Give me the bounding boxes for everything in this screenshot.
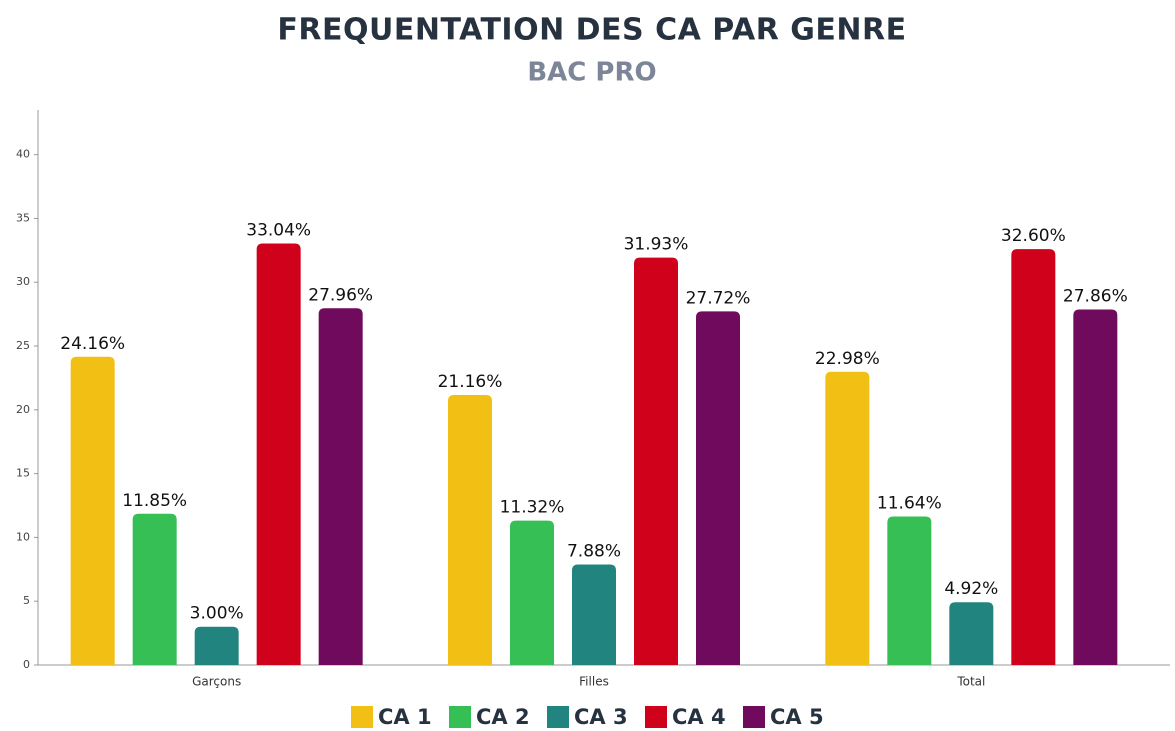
- x-tick-label: Garçons: [192, 675, 241, 689]
- value-label: 7.88%: [567, 541, 621, 561]
- chart-subtitle: BAC PRO: [527, 58, 656, 88]
- value-label: 3.00%: [190, 604, 244, 624]
- bar: [318, 308, 363, 665]
- bar: [194, 626, 239, 665]
- legend-label: CA 1: [378, 705, 432, 729]
- value-label: 21.16%: [438, 372, 503, 392]
- y-tick-label: 30: [16, 275, 30, 288]
- value-label: 33.04%: [246, 220, 311, 240]
- value-label: 32.60%: [1001, 226, 1066, 246]
- bar: [256, 243, 301, 665]
- legend-label: CA 3: [574, 705, 628, 729]
- value-label: 27.86%: [1063, 287, 1128, 307]
- bar: [510, 520, 554, 665]
- y-tick-label: 20: [16, 403, 30, 416]
- legend-label: CA 5: [770, 705, 824, 729]
- value-label: 27.72%: [686, 288, 751, 308]
- legend-swatch: [547, 706, 569, 728]
- y-tick-label: 40: [16, 148, 30, 161]
- legend-swatch: [351, 706, 373, 728]
- value-label: 31.93%: [624, 235, 689, 255]
- legend-swatch: [449, 706, 471, 728]
- y-tick-label: 25: [16, 339, 30, 352]
- x-tick-label: Total: [956, 675, 985, 689]
- value-label: 24.16%: [60, 334, 125, 354]
- y-tick-label: 10: [16, 530, 30, 543]
- bar: [1073, 309, 1118, 665]
- value-label: 11.32%: [500, 498, 565, 518]
- y-tick-label: 35: [16, 211, 30, 224]
- legend-label: CA 4: [672, 705, 726, 729]
- y-tick-label: 5: [23, 594, 30, 607]
- value-label: 11.64%: [877, 493, 942, 513]
- value-label: 11.85%: [122, 491, 187, 511]
- bar: [448, 395, 492, 665]
- legend-swatch: [743, 706, 765, 728]
- bar: [70, 356, 115, 665]
- bar: [572, 564, 616, 665]
- bar: [132, 513, 177, 665]
- bar: [949, 602, 994, 665]
- bar: [887, 516, 932, 665]
- y-tick-label: 0: [23, 658, 30, 671]
- bar: [696, 311, 740, 665]
- value-label: 4.92%: [944, 579, 998, 599]
- chart-title: FREQUENTATION DES CA PAR GENRE: [277, 13, 906, 48]
- legend-label: CA 2: [476, 705, 530, 729]
- legend-swatch: [645, 706, 667, 728]
- bar: [634, 257, 678, 665]
- value-label: 27.96%: [308, 285, 373, 305]
- y-tick-label: 15: [16, 467, 30, 480]
- bar: [825, 371, 870, 665]
- bar: [1011, 249, 1056, 665]
- x-tick-label: Filles: [579, 675, 609, 689]
- value-label: 22.98%: [815, 349, 880, 369]
